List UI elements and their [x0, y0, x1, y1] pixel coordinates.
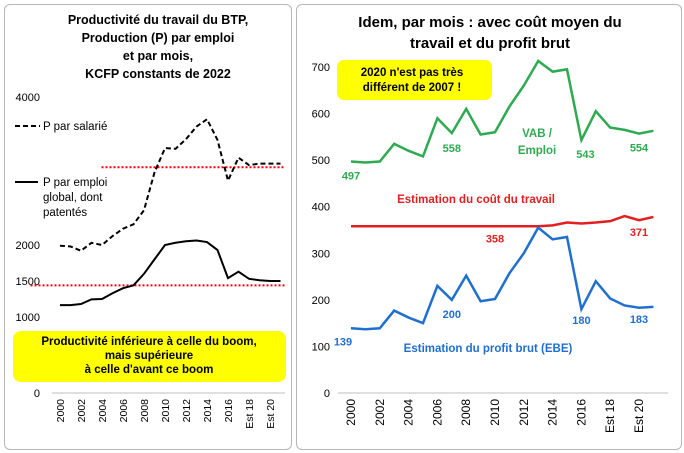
right-y-tick-label: 400: [312, 202, 330, 214]
right-x-tick-label: 2002: [373, 399, 387, 426]
left-callout-text: à celle d'avant ce boom: [85, 364, 214, 376]
left-series-line-p-par-salarie: [59, 117, 281, 252]
left-x-tick-label: Est 20: [265, 399, 277, 429]
left-legend-label: patentés: [43, 207, 87, 219]
left-y-tick-label: 2000: [16, 240, 40, 252]
right-y-tick-label: 700: [312, 62, 330, 74]
right-x-tick-label: 2014: [546, 399, 560, 426]
right-x-tick-label: 2000: [344, 399, 358, 426]
left-y-tick-label: 1000: [16, 312, 40, 324]
right-x-tick-label: 2010: [488, 399, 502, 426]
right-series-line-profit-brut: [350, 225, 654, 331]
right-series-label: Estimation du coût du travail: [397, 194, 555, 206]
left-chart-title-line: Productivité du travail du BTP,: [68, 13, 248, 27]
left-chart-title-line: et par mois,: [123, 49, 193, 63]
left-y-tick-label: 1500: [16, 276, 40, 288]
left-x-tick-label: 2010: [160, 399, 172, 423]
left-chart-title-line: KCFP constants de 2022: [85, 67, 231, 81]
left-x-tick-label: 2004: [97, 399, 109, 423]
left-x-tick-label: 2000: [55, 399, 67, 423]
left-legend-label: P par salarié: [43, 121, 107, 133]
right-data-label: 543: [576, 149, 594, 161]
left-callout-text: mais supérieure: [105, 350, 193, 362]
left-x-tick-label: 2016: [223, 399, 235, 423]
right-chart-title-line: Idem, par mois : avec coût moyen du: [358, 14, 621, 31]
left-x-tick-label: 2008: [139, 399, 151, 423]
right-data-label: 554: [630, 143, 649, 155]
right-chart-title-line: travail et du profit brut: [410, 35, 570, 52]
left-callout-box: [13, 331, 286, 382]
left-legend-label: global, dont: [43, 192, 103, 204]
left-x-tick-label: Est 18: [244, 399, 256, 429]
right-data-label: 183: [630, 314, 648, 326]
left-legend-label: P par emploi: [43, 177, 107, 189]
right-x-tick-label: 2008: [459, 399, 473, 426]
left-callout-text: Productivité inférieure à celle du boom,: [41, 336, 256, 348]
right-x-tick-label: Est 20: [632, 399, 646, 433]
right-x-tick-label: 2012: [517, 399, 531, 426]
left-y-tick-label: 0: [34, 388, 40, 400]
right-callout-text: différent de 2007 !: [363, 82, 461, 94]
right-data-label: 200: [443, 309, 461, 321]
right-series-line-cout-travail: [351, 214, 654, 228]
right-data-label: 358: [486, 233, 504, 245]
left-x-tick-label: 2006: [118, 399, 130, 423]
right-series-line-vab-emploi: [350, 59, 654, 164]
left-x-tick-label: 2014: [202, 399, 214, 423]
left-series-line-p-par-emploi: [60, 239, 281, 307]
right-data-label: 139: [334, 336, 352, 348]
right-y-tick-label: 300: [312, 248, 330, 260]
right-data-label: 180: [572, 315, 590, 327]
right-series-label: VAB /: [522, 128, 553, 140]
right-callout-text: 2020 n'est pas très: [361, 67, 463, 79]
right-y-tick-label: 500: [312, 155, 330, 167]
right-x-tick-label: 2006: [430, 399, 444, 426]
right-data-label: 497: [342, 171, 360, 183]
left-x-tick-label: 2012: [181, 399, 193, 423]
right-series-label: Emploi: [518, 145, 556, 157]
right-series-label: Estimation du profit brut (EBE): [404, 343, 573, 355]
right-x-tick-label: Est 18: [603, 399, 617, 433]
right-x-tick-label: 2004: [402, 399, 416, 426]
right-y-tick-label: 100: [312, 341, 330, 353]
right-callout-box: [337, 60, 492, 100]
left-x-tick-label: 2002: [76, 399, 88, 423]
right-y-tick-label: 200: [312, 295, 330, 307]
right-y-tick-label: 600: [312, 109, 330, 121]
right-x-tick-label: 2016: [574, 399, 588, 426]
left-chart-title-line: Production (P) par emploi: [82, 31, 235, 45]
right-data-label: 558: [443, 143, 461, 155]
right-y-tick-label: 0: [324, 388, 330, 400]
left-y-tick-label: 4000: [16, 92, 40, 104]
right-data-label: 371: [630, 227, 648, 239]
